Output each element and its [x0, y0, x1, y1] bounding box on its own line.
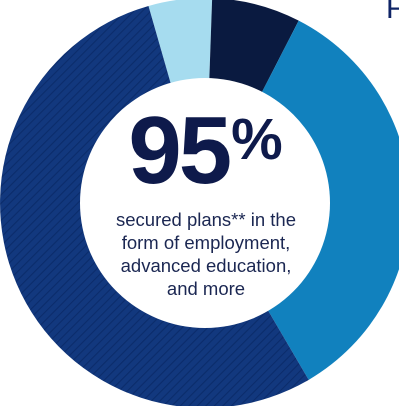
stat-percent-sign: % — [231, 107, 283, 172]
header-fragment: F — [386, 0, 399, 25]
caption-line: advanced education, — [120, 255, 292, 276]
caption-line: secured plans** in the — [116, 209, 296, 230]
stat-number: 95 — [128, 97, 232, 204]
stat-caption: secured plans** in the form of employmen… — [95, 208, 317, 300]
caption-line: form of employment, — [121, 232, 291, 253]
donut-hole — [80, 78, 330, 328]
big-stat: 95% — [0, 103, 399, 199]
caption-line: and more — [166, 278, 246, 299]
